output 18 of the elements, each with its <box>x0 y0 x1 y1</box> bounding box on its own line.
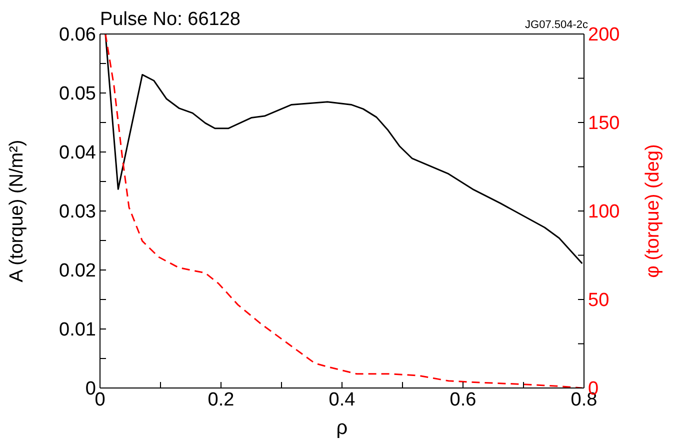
y2-tick-label: 50 <box>588 290 610 312</box>
x-tick-label: 0.6 <box>450 389 476 410</box>
y-tick-label: 0.06 <box>59 24 96 46</box>
text: JG07.504-2c <box>525 18 588 32</box>
y-tick-label: 0.03 <box>59 202 96 223</box>
y2-tick-label: 200 <box>588 24 620 46</box>
x-tick-label: 0.4 <box>328 389 356 410</box>
y-axis-title: A (torque) (N/m²) <box>6 140 28 282</box>
x-axis-title: ρ <box>336 417 348 439</box>
x-tick-label: 0.2 <box>208 389 234 410</box>
y2-tick-label: 100 <box>588 202 620 223</box>
y-tick-label: 0.02 <box>59 260 96 282</box>
chart-title: Pulse No: 66128 <box>100 8 240 32</box>
y-tick-label: 0.05 <box>59 84 96 105</box>
y2-tick-label: 150 <box>588 113 620 134</box>
y2-axis-title: φ (torque) (deg) <box>642 144 664 278</box>
y-tick-label: 0.04 <box>59 142 96 164</box>
y-tick-label: 0.01 <box>59 320 96 341</box>
